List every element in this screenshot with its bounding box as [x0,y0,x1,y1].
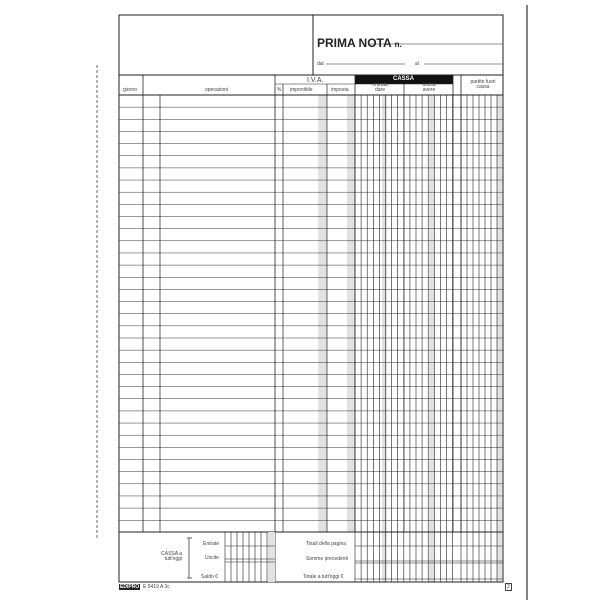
cash-header-bar [355,75,453,84]
footer-cash-label: CASSA a tutt'oggi [161,551,182,562]
footer-income: Entrate [203,541,220,547]
shade-stripe [382,95,387,582]
footer-expense: Uscite [205,555,219,561]
col-income: entrata dare [372,82,388,93]
col-cash: CASSA [393,76,415,82]
footer-page-totals: Totali della pagina [306,541,347,547]
footer-previous-sums: Somme precedenti [306,556,348,562]
footer-total-to-date: Totale a tutt'oggi € [303,574,344,580]
col-vat: I.V.A. [307,77,324,84]
shade-stripe [429,95,434,582]
col-percent: % [277,87,282,93]
col-operations: operazioni [205,87,229,93]
form-border [118,14,504,583]
from-label: dal [317,61,324,67]
col-tax: imposta [331,87,349,93]
col-expense: uscita avere [422,82,436,93]
shade-stripe [497,95,502,582]
shade-stripe [268,532,275,582]
col-day: giorno [123,87,137,93]
footer-balance: Saldo € [201,574,218,580]
publisher-logo: EDIPRO [119,584,141,590]
to-label: al [415,61,419,67]
col-off-cash: partite fuori cassa [470,79,496,90]
page-marker: 2 [505,583,512,591]
form-title: PRIMA NOTA n. [317,36,402,50]
publisher-code: E 5419 A 3c [143,584,170,590]
col-taxable: imponibile [290,87,313,93]
